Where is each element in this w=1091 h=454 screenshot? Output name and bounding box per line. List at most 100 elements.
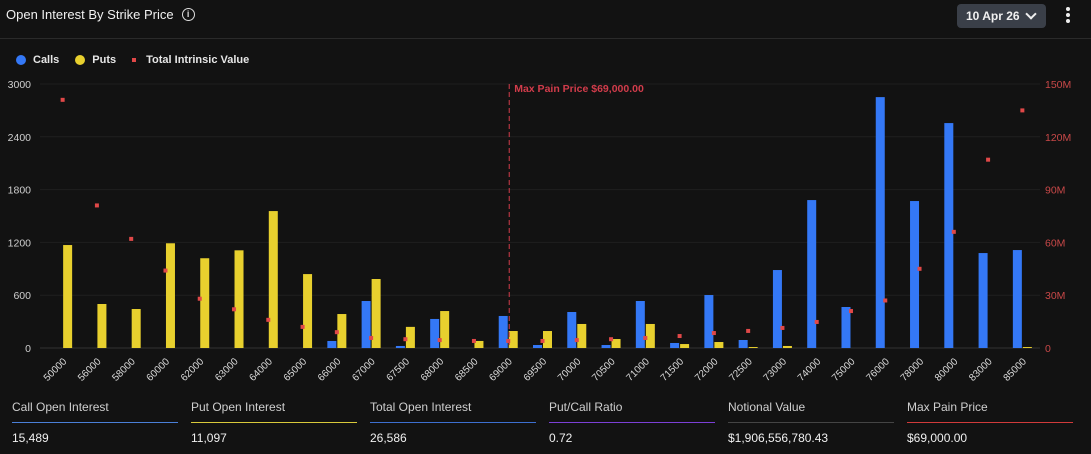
legend-calls[interactable]: Calls [16, 54, 59, 66]
intrinsic-point [129, 236, 134, 241]
x-tick-label: 64000 [247, 356, 275, 384]
date-selector[interactable]: 10 Apr 26 [957, 4, 1046, 28]
date-selector-label: 10 Apr 26 [966, 9, 1020, 23]
x-tick-label: 80000 [933, 356, 961, 384]
call-bar [395, 345, 405, 348]
x-tick-label: 76000 [864, 356, 892, 384]
intrinsic-point [334, 330, 339, 335]
stat-underline [907, 422, 1073, 423]
max-pain-label: Max Pain Price $69,000.00 [514, 83, 644, 95]
stat-notional-value: Notional Value $1,906,556,780.43 [728, 400, 894, 445]
x-tick-label: 72500 [727, 356, 755, 384]
x-tick-label: 50000 [42, 356, 70, 384]
y-left-tick-label: 1200 [8, 237, 32, 249]
intrinsic-point [951, 229, 956, 234]
x-tick-label: 71000 [625, 356, 653, 384]
y-right-tick-label: 120M [1045, 132, 1071, 144]
x-tick-label: 67500 [385, 356, 413, 384]
intrinsic-point [300, 324, 305, 329]
stats-row: Call Open Interest 15,489 Put Open Intere… [12, 400, 1087, 445]
stat-label: Max Pain Price [907, 400, 988, 414]
x-tick-label: 75000 [830, 356, 858, 384]
put-bar [474, 340, 484, 348]
put-bar [268, 211, 278, 348]
chart-title: Open Interest By Strike Price [6, 7, 174, 22]
intrinsic-point [574, 338, 579, 343]
chart-legend: Calls Puts Total Intrinsic Value [16, 54, 265, 66]
x-tick-label: 68000 [419, 356, 447, 384]
put-bar [63, 245, 73, 348]
x-tick-label: 68500 [453, 356, 481, 384]
legend-intrinsic[interactable]: Total Intrinsic Value [132, 54, 249, 66]
legend-label: Puts [92, 54, 117, 66]
put-bar [337, 314, 347, 348]
call-bar [327, 340, 337, 348]
y-right-tick-label: 150M [1045, 79, 1071, 91]
call-bar [1012, 250, 1022, 348]
intrinsic-point [437, 338, 442, 343]
x-tick-label: 85000 [1002, 356, 1030, 384]
y-right-tick-label: 90M [1045, 185, 1065, 197]
x-tick-label: 62000 [179, 356, 207, 384]
intrinsic-point [814, 319, 819, 324]
stat-underline [549, 422, 715, 423]
open-interest-chart: 0 0 600 30M 1200 60M 1800 90M 2400 120M 3000 150M 50… [8, 79, 1072, 384]
call-bar [772, 270, 782, 348]
put-bar [1022, 347, 1032, 348]
put-bar [508, 331, 518, 348]
put-bar [645, 323, 655, 348]
x-tick-label: 69000 [487, 356, 515, 384]
x-tick-label: 63000 [213, 356, 241, 384]
call-bar [875, 97, 885, 348]
put-bar [440, 311, 450, 348]
stat-label: Notional Value [728, 400, 806, 414]
legend-label: Calls [33, 54, 60, 66]
legend-puts[interactable]: Puts [75, 54, 116, 66]
intrinsic-point [780, 325, 785, 330]
y-right-tick-label: 30M [1045, 290, 1065, 302]
call-bar [704, 295, 714, 348]
stat-label: Total Open Interest [370, 400, 472, 414]
y-left-tick-label: 3000 [8, 79, 32, 91]
calls-swatch-icon [16, 55, 26, 65]
y-left-tick-label: 0 [25, 343, 31, 355]
put-bar [165, 243, 175, 348]
x-tick-label: 56000 [76, 356, 104, 384]
put-bar [405, 326, 415, 348]
puts-swatch-icon [75, 55, 86, 65]
y-left-tick-label: 600 [13, 290, 31, 302]
more-vertical-icon[interactable] [1066, 7, 1070, 25]
put-bar [748, 347, 758, 348]
intrinsic-point [540, 338, 545, 343]
call-bar [533, 345, 542, 348]
intrinsic-point [266, 317, 271, 322]
chevron-down-icon [1025, 8, 1037, 20]
put-bar [782, 345, 792, 348]
put-bar [371, 279, 381, 348]
put-bar [611, 339, 621, 348]
title-group: Open Interest By Strike Price i [6, 7, 195, 22]
y-right-tick-label: 0 [1045, 343, 1051, 355]
intrinsic-point [746, 328, 751, 333]
y-left-tick-label: 2400 [8, 132, 32, 144]
stat-label: Put Open Interest [191, 400, 286, 414]
call-bar [361, 301, 371, 348]
x-tick-label: 83000 [967, 356, 995, 384]
stat-max-pain: Max Pain Price $69,000.00 [907, 400, 1073, 445]
intrinsic-point [232, 307, 237, 312]
intrinsic-point [986, 157, 991, 162]
stat-call-oi: Call Open Interest 15,489 [12, 400, 178, 445]
stat-value: 26,586 [370, 431, 407, 445]
stat-value: 0.72 [549, 431, 573, 445]
intrinsic-point [471, 338, 476, 343]
put-bar [543, 331, 552, 348]
stat-value: 11,097 [191, 431, 227, 445]
intrinsic-point [643, 335, 648, 340]
intrinsic-point [369, 335, 374, 340]
intrinsic-point [711, 331, 716, 336]
put-bar [714, 342, 724, 348]
stat-label: Put/Call Ratio [549, 400, 623, 414]
info-icon[interactable]: i [181, 8, 195, 21]
call-bar [738, 339, 748, 348]
call-bar [601, 345, 611, 348]
